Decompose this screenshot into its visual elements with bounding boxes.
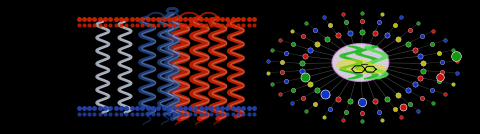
Polygon shape bbox=[337, 60, 372, 71]
Polygon shape bbox=[359, 65, 386, 74]
Ellipse shape bbox=[332, 44, 389, 82]
